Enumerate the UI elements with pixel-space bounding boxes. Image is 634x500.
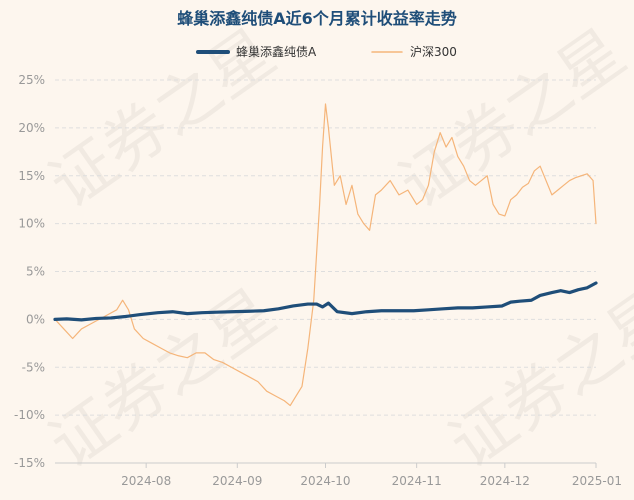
y-tick-label: 15% [18, 169, 45, 183]
series-line-fund [53, 281, 598, 322]
y-tick-label: 20% [18, 121, 45, 135]
legend: 蜂巢添鑫纯债A 沪深300 [196, 44, 457, 59]
x-tick-label: 2024-12 [480, 474, 530, 488]
series-line-hs300 [54, 103, 597, 407]
y-tick-label: -15% [14, 456, 45, 470]
legend-label: 蜂巢添鑫纯债A [236, 44, 317, 59]
y-tick-label: -10% [14, 408, 45, 422]
watermark-text: 证券之星 [37, 276, 289, 483]
x-axis: 2024-08 2024-09 2024-10 2024-11 2024-12 2025-… [55, 462, 622, 488]
x-tick-label: 2024-11 [392, 474, 442, 488]
watermark: 证券之星证券之星证券之星证券之星 [37, 16, 634, 483]
x-tick-label: 2024-08 [121, 474, 171, 488]
y-tick-label: 5% [26, 265, 45, 279]
x-tick-label: 2024-10 [300, 474, 350, 488]
y-tick-label: 10% [18, 217, 45, 231]
y-tick-label: 0% [26, 312, 45, 326]
legend-label: 沪深300 [410, 45, 457, 59]
y-axis: -15% -10% -5% 0% 5% 10% 15% 20% 25% [14, 73, 45, 470]
x-tick-label: 2024-09 [212, 474, 262, 488]
y-tick-label: -5% [22, 360, 45, 374]
x-tick-label: 2025-01 [572, 474, 622, 488]
y-tick-label: 25% [18, 73, 45, 87]
chart-title: 蜂巢添鑫纯债A近6个月累计收益率走势 [177, 9, 457, 28]
series-layer [53, 103, 598, 407]
